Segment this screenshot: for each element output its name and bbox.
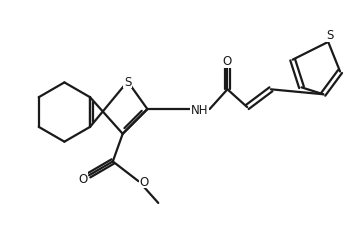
- Text: S: S: [327, 29, 334, 42]
- Text: S: S: [124, 76, 131, 88]
- Text: NH: NH: [191, 103, 208, 116]
- Text: O: O: [223, 55, 232, 68]
- Text: O: O: [78, 172, 88, 185]
- Text: O: O: [140, 175, 149, 188]
